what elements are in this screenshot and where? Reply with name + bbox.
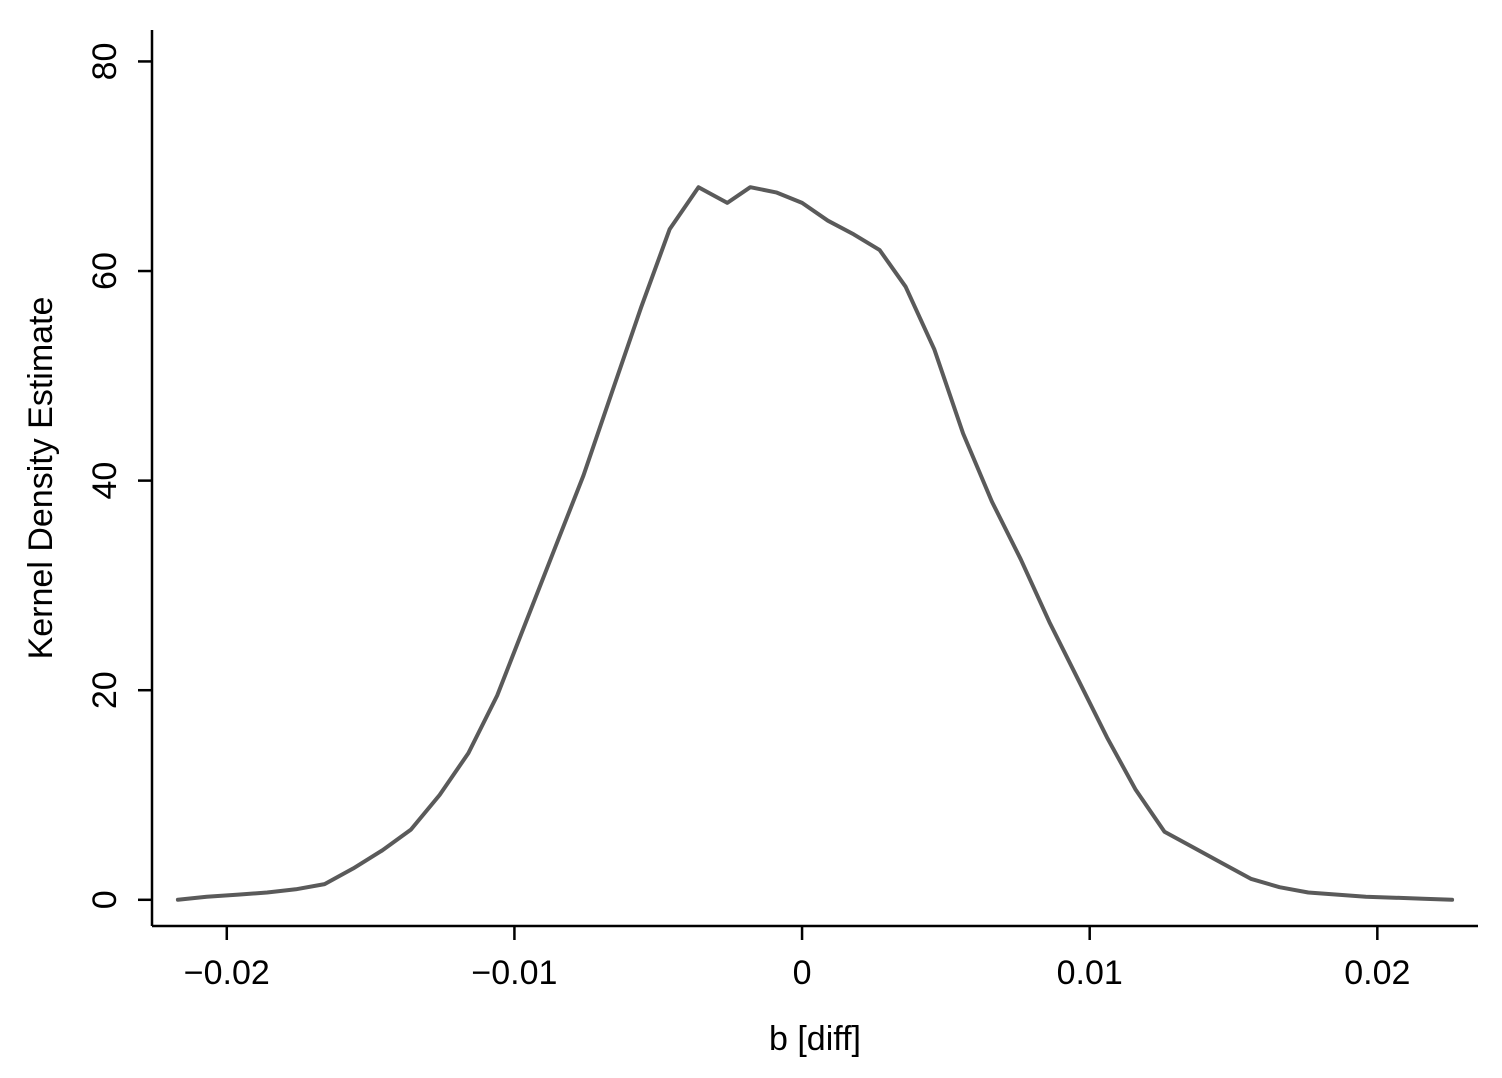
y-tick-label: 60 — [86, 252, 124, 290]
x-tick-label: 0.01 — [1057, 954, 1123, 992]
y-axis-title: Kernel Density Estimate — [22, 297, 60, 660]
y-tick-label: 40 — [86, 462, 124, 500]
x-tick-label: 0.02 — [1344, 954, 1410, 992]
y-tick-label: 20 — [86, 671, 124, 709]
x-axis-ticks: −0.02 −0.01 0 0.01 0.02 — [184, 926, 1410, 992]
x-tick-label: −0.02 — [184, 954, 270, 992]
y-tick-label: 0 — [86, 890, 124, 909]
y-tick-label: 80 — [86, 43, 124, 81]
kde-curve — [175, 185, 1455, 902]
series-layer — [175, 185, 1455, 902]
x-tick-label: −0.01 — [471, 954, 557, 992]
x-axis-title: b [diff] — [769, 1020, 861, 1058]
y-axis-ticks: 0 20 40 60 80 — [86, 43, 152, 909]
x-tick-label: 0 — [793, 954, 812, 992]
